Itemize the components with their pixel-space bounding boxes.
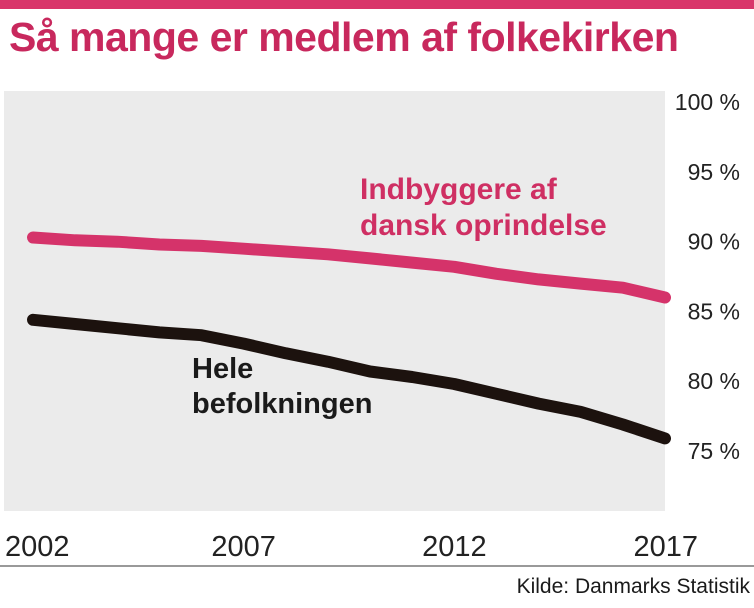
y-axis-ticks: 75 % 80 % 85 % 90 % 95 % 100 %: [675, 89, 740, 464]
y-tick-label: 100 %: [675, 89, 740, 115]
y-tick-label: 75 %: [688, 438, 740, 464]
y-tick-label: 90 %: [688, 229, 740, 255]
x-tick-label: 2002: [5, 531, 70, 563]
x-tick-label: 2012: [422, 531, 487, 563]
x-tick-label: 2007: [211, 531, 276, 563]
series-label-danish-origin: Indbyggere af dansk oprindelse: [360, 173, 607, 242]
footer-divider: [0, 565, 754, 567]
series-lines: [27, 231, 671, 445]
series-label-whole-population: Hele befolkningen: [192, 353, 373, 420]
x-tick-label: 2017: [633, 531, 698, 563]
series-line-whole-population: [27, 313, 671, 445]
series-line-danish-origin: [27, 231, 671, 304]
top-accent-rule: [0, 0, 754, 9]
y-tick-label: 95 %: [688, 159, 740, 185]
source-credit: Kilde: Danmarks Statistik: [516, 575, 750, 598]
y-tick-label: 80 %: [688, 368, 740, 394]
y-tick-label: 85 %: [688, 298, 740, 324]
chart-title: Så mange er medlem af folkekirken: [9, 14, 679, 60]
x-axis-ticks: 2002 2007 2012 2017: [5, 531, 698, 563]
plot-area: [4, 91, 665, 511]
